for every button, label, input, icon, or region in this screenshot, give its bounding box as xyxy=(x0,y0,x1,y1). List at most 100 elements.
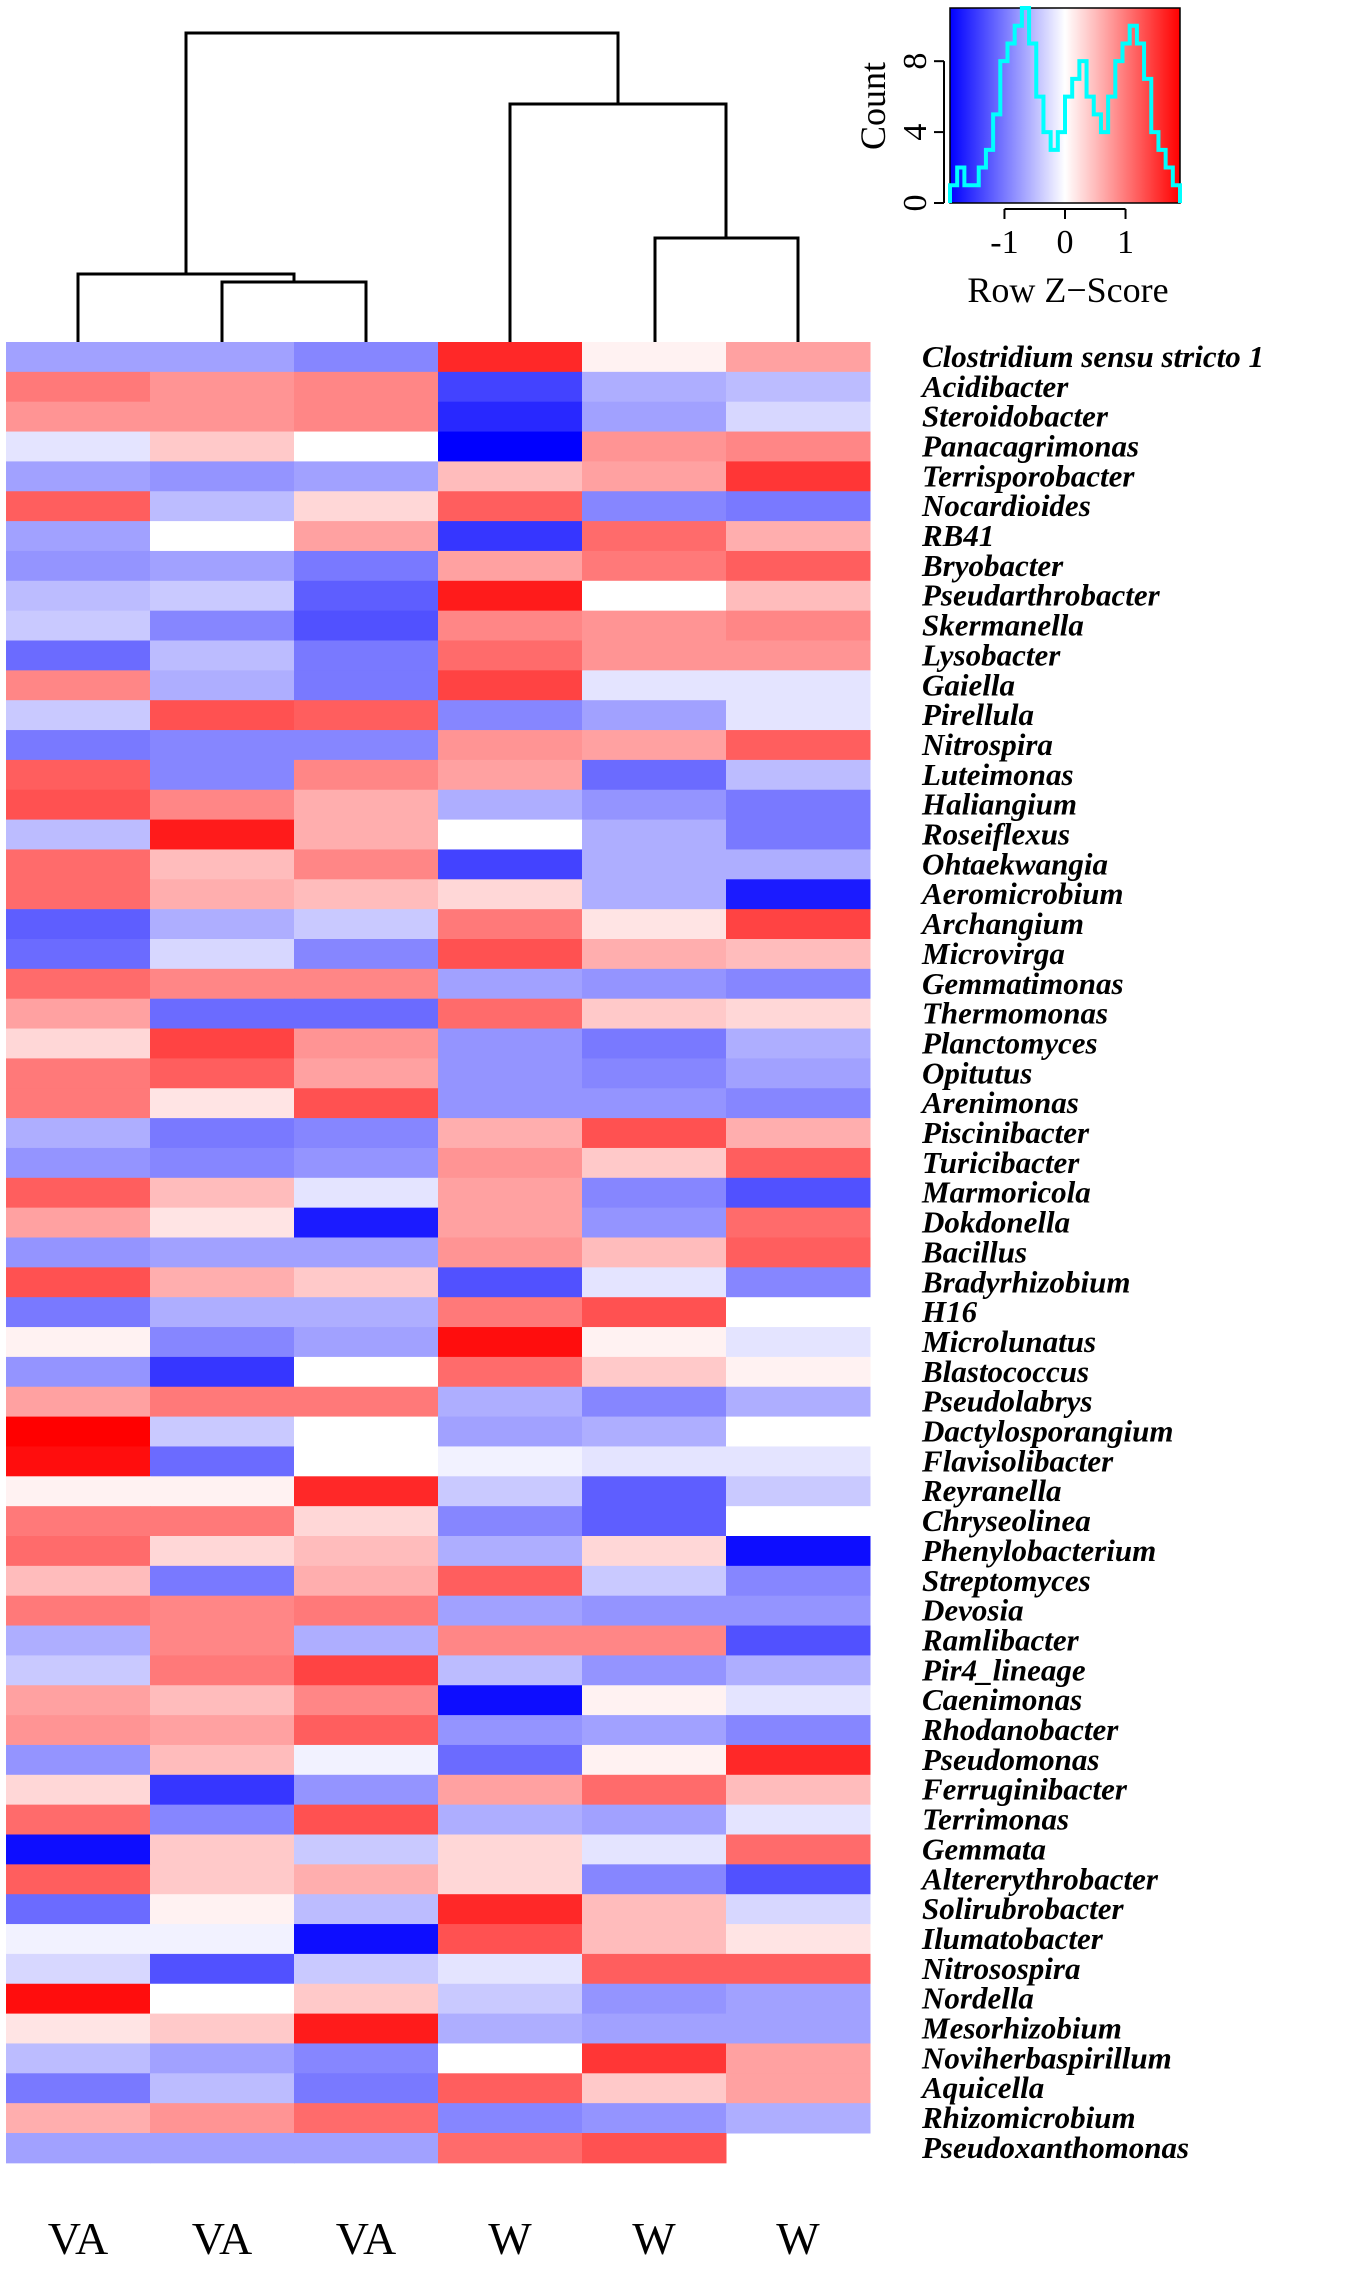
heatmap-cell xyxy=(6,2103,151,2134)
row-label: Arenimonas xyxy=(920,1085,1079,1120)
heatmap-cell xyxy=(438,1655,583,1686)
heatmap-cell xyxy=(726,521,871,552)
heatmap-cell xyxy=(6,1147,151,1179)
row-label: Skermanella xyxy=(922,608,1084,643)
heatmap-cell xyxy=(150,640,295,671)
heatmap-cell xyxy=(294,730,439,761)
heatmap-cell xyxy=(150,461,295,492)
row-label: Caenimonas xyxy=(922,1682,1082,1717)
heatmap-cell xyxy=(438,1028,583,1059)
heatmap-cell xyxy=(150,2073,295,2104)
heatmap-cell xyxy=(6,550,151,582)
heatmap-cell xyxy=(582,2073,727,2104)
heatmap-cell xyxy=(726,909,871,940)
heatmap-cell xyxy=(582,909,727,940)
heatmap-cell xyxy=(294,1864,439,1895)
heatmap-cell xyxy=(438,2013,583,2044)
heatmap-cell xyxy=(294,939,439,970)
heatmap-cell xyxy=(294,521,439,552)
heatmap-cell xyxy=(726,2103,871,2134)
heatmap-cell xyxy=(726,789,871,821)
heatmap-cell xyxy=(6,491,151,522)
heatmap-cell xyxy=(294,401,439,433)
heatmap-cell xyxy=(582,1386,727,1418)
color-key-y-tick-label: 4 xyxy=(897,124,934,141)
heatmap-cell xyxy=(726,1147,871,1179)
heatmap-cell xyxy=(582,1118,727,1149)
heatmap-cell xyxy=(726,2043,871,2074)
heatmap-cell xyxy=(150,819,295,850)
heatmap-cell xyxy=(150,491,295,522)
heatmap-cell xyxy=(150,849,295,880)
heatmap-cell xyxy=(726,1774,871,1806)
heatmap-cell xyxy=(294,789,439,821)
heatmap-cell xyxy=(726,1685,871,1716)
heatmap-cell xyxy=(294,550,439,582)
heatmap-cell xyxy=(294,1386,439,1418)
heatmap-cell xyxy=(6,1386,151,1418)
row-label: Haliangium xyxy=(921,787,1077,822)
heatmap-cell xyxy=(150,1536,295,1567)
heatmap-cell xyxy=(294,342,439,373)
heatmap-cell xyxy=(582,580,727,612)
heatmap-cell xyxy=(726,1953,871,1985)
heatmap-cell xyxy=(6,670,151,701)
heatmap-cell xyxy=(726,1028,871,1059)
heatmap-cell xyxy=(150,1237,295,1268)
heatmap-cell xyxy=(294,1028,439,1059)
heatmap-cell xyxy=(150,1177,295,1209)
heatmap-cell xyxy=(726,1864,871,1895)
column-label: W xyxy=(776,2213,820,2264)
heatmap-cell xyxy=(6,700,151,731)
heatmap-cell xyxy=(582,1446,727,1477)
heatmap-cell xyxy=(438,670,583,701)
color-key-y-tick-labels: 0 4 8 xyxy=(897,53,934,212)
heatmap-cell xyxy=(150,1774,295,1806)
heatmap-cell xyxy=(150,1715,295,1746)
heatmap-cell xyxy=(6,580,151,612)
heatmap-cell xyxy=(438,1565,583,1597)
heatmap-cell xyxy=(294,2013,439,2044)
heatmap-cell xyxy=(150,1267,295,1298)
dendrogram-branch xyxy=(220,280,368,342)
heatmap-cell xyxy=(438,849,583,880)
heatmap-cell xyxy=(726,1536,871,1567)
row-label: Reyranella xyxy=(921,1473,1062,1508)
row-label: Pirellula xyxy=(921,697,1034,732)
heatmap-cell xyxy=(294,1416,439,1447)
heatmap-cell xyxy=(294,879,439,910)
heatmap-cell xyxy=(438,640,583,671)
heatmap-cell xyxy=(438,1267,583,1298)
heatmap-cell xyxy=(726,640,871,671)
row-label: Microvirga xyxy=(921,936,1065,971)
row-label: Ohtaekwangia xyxy=(922,846,1108,881)
heatmap-cell xyxy=(6,1804,151,1835)
row-label: Pseudomonas xyxy=(921,1742,1099,1777)
heatmap-cell xyxy=(438,521,583,552)
heatmap-cell xyxy=(150,1834,295,1865)
heatmap-cell xyxy=(150,1147,295,1179)
heatmap-cell xyxy=(294,700,439,731)
row-label: Rhodanobacter xyxy=(921,1712,1119,1747)
heatmap-cell xyxy=(726,1565,871,1597)
heatmap-cell xyxy=(150,580,295,612)
row-label: Gemmatimonas xyxy=(922,966,1124,1001)
heatmap-cell xyxy=(150,1118,295,1149)
heatmap-cell xyxy=(6,1744,151,1776)
heatmap-cell xyxy=(726,1446,871,1477)
heatmap-cell xyxy=(438,431,583,462)
heatmap-cell xyxy=(6,521,151,552)
heatmap-cell xyxy=(294,1536,439,1567)
row-label: Dactylosporangium xyxy=(921,1414,1173,1449)
heatmap-cell xyxy=(150,939,295,970)
heatmap-cell xyxy=(6,1685,151,1716)
heatmap-cell xyxy=(6,1177,151,1209)
color-key-histogram xyxy=(948,6,1182,203)
heatmap-cell xyxy=(438,1864,583,1895)
heatmap-cell xyxy=(726,1983,871,2015)
row-label: Opitutus xyxy=(922,1055,1032,1090)
heatmap-cell xyxy=(438,1506,583,1537)
heatmap-cell xyxy=(582,2103,727,2134)
heatmap-cell xyxy=(438,819,583,850)
heatmap-cell xyxy=(726,1177,871,1209)
